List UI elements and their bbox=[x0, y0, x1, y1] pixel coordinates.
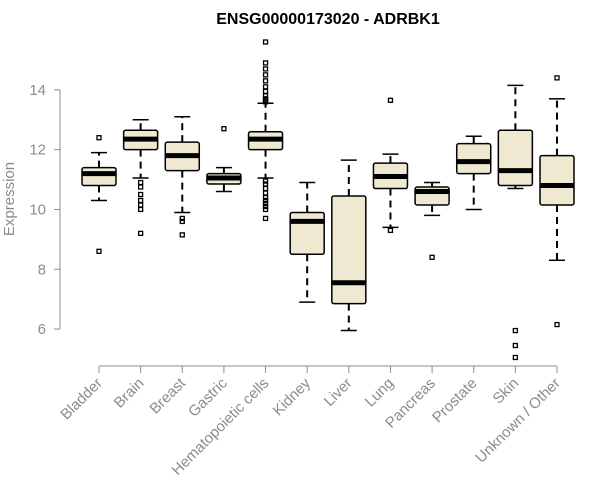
y-tick-label: 14 bbox=[29, 82, 46, 99]
box-group bbox=[164, 116, 201, 238]
outlier-point bbox=[96, 135, 102, 141]
box bbox=[455, 142, 492, 175]
outlier-point bbox=[137, 197, 144, 204]
outlier-point bbox=[262, 39, 269, 45]
x-tick-label: Kidney bbox=[270, 374, 315, 419]
y-tick-label: 6 bbox=[38, 321, 46, 338]
outlier-point bbox=[512, 327, 519, 334]
y-tick-label: 12 bbox=[29, 142, 46, 159]
outlier-point bbox=[262, 203, 269, 210]
outlier-point bbox=[179, 215, 185, 222]
outlier-point bbox=[387, 97, 394, 103]
y-axis: 6 8 10 12 14 bbox=[29, 82, 61, 338]
outlier-point bbox=[262, 88, 269, 94]
outlier-point bbox=[96, 248, 102, 254]
outlier-point bbox=[137, 202, 144, 208]
box-group bbox=[497, 84, 534, 361]
box bbox=[539, 154, 575, 206]
box bbox=[81, 166, 117, 187]
box bbox=[497, 129, 534, 187]
outlier-point bbox=[179, 218, 185, 225]
outlier-point bbox=[221, 126, 227, 132]
x-tick-label: Liver bbox=[321, 375, 356, 410]
x-tick-label: Breast bbox=[146, 374, 189, 417]
box-group bbox=[414, 181, 450, 260]
outlier-point bbox=[137, 179, 144, 186]
outlier-point bbox=[137, 184, 144, 190]
outlier-point bbox=[262, 200, 269, 207]
outlier-point bbox=[262, 197, 269, 204]
box-group bbox=[122, 118, 159, 237]
plot-area bbox=[81, 39, 575, 361]
box-group bbox=[81, 135, 117, 254]
box bbox=[331, 195, 367, 305]
y-axis-label: Expression bbox=[1, 162, 18, 236]
box-group bbox=[247, 39, 284, 222]
outlier-point bbox=[554, 321, 560, 328]
outlier-point bbox=[137, 191, 144, 198]
outlier-point bbox=[262, 97, 269, 103]
box-group bbox=[455, 135, 492, 211]
chart-title: ENSG00000173020 - ADRBK1 bbox=[216, 11, 440, 28]
x-tick-label: Skin bbox=[490, 375, 523, 408]
outlier-point bbox=[137, 206, 144, 213]
outlier-point bbox=[429, 254, 435, 260]
outlier-point bbox=[262, 84, 269, 90]
outlier-point bbox=[262, 72, 269, 78]
outlier-point bbox=[262, 181, 269, 187]
box-group bbox=[331, 159, 367, 332]
box-group bbox=[289, 181, 325, 303]
outlier-point bbox=[262, 178, 269, 184]
box-group bbox=[539, 75, 575, 328]
outlier-point bbox=[262, 60, 269, 66]
outlier-point bbox=[262, 78, 269, 84]
outlier-point bbox=[179, 232, 185, 238]
outlier-point bbox=[262, 185, 269, 192]
x-tick-label: Bladder bbox=[57, 375, 106, 424]
outlier-point bbox=[262, 190, 269, 196]
outlier-point bbox=[262, 66, 269, 72]
box bbox=[289, 211, 325, 256]
y-tick-label: 10 bbox=[29, 201, 46, 218]
outlier-point bbox=[387, 227, 394, 234]
x-tick-label: Lung bbox=[362, 375, 398, 411]
outlier-point bbox=[512, 354, 519, 361]
x-tick-label: Brain bbox=[111, 375, 148, 412]
outlier-point bbox=[262, 206, 269, 213]
outlier-point bbox=[512, 342, 519, 349]
x-tick-label: Prostate bbox=[429, 375, 481, 427]
box-group bbox=[372, 97, 409, 234]
outlier-point bbox=[554, 75, 560, 81]
box-group bbox=[206, 126, 242, 193]
outlier-point bbox=[137, 230, 144, 237]
outlier-point bbox=[262, 194, 269, 201]
y-tick-label: 8 bbox=[38, 261, 46, 278]
outlier-point bbox=[262, 215, 269, 222]
